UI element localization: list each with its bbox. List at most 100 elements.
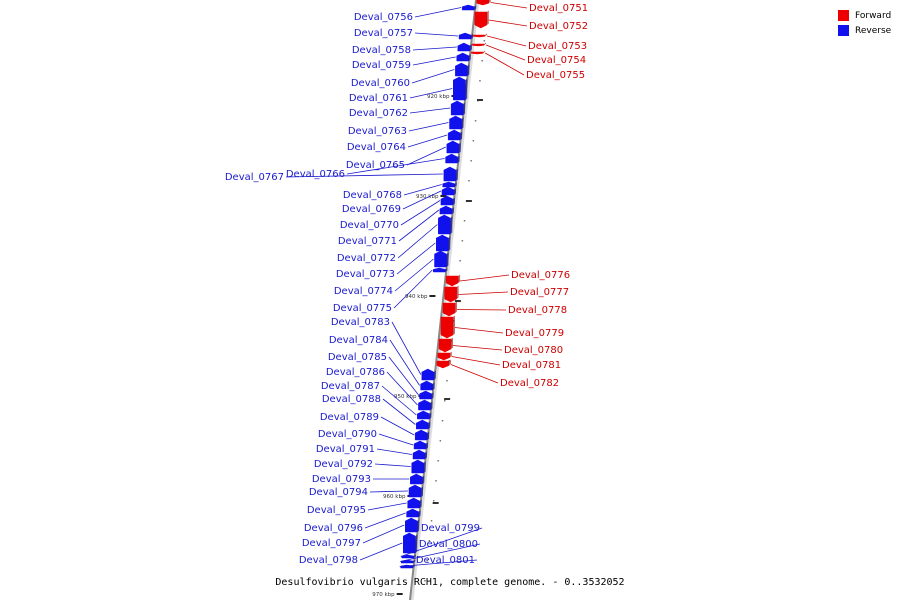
- gene-feature-deval-0798[interactable]: [403, 532, 416, 554]
- gene-label-deval-0798[interactable]: Deval_0798: [299, 555, 358, 566]
- gene-feature-deval-0772[interactable]: [438, 214, 451, 235]
- gene-label-deval-0763[interactable]: Deval_0763: [348, 126, 407, 137]
- gene-feature-deval-0788[interactable]: [416, 419, 429, 430]
- gene-feature-deval-0790[interactable]: [413, 440, 427, 450]
- gene-label-deval-0766[interactable]: Deval_0766: [286, 169, 345, 180]
- gene-feature-deval-0791[interactable]: [412, 449, 426, 460]
- gene-feature-deval-0794[interactable]: [408, 484, 422, 498]
- gene-label-deval-0792[interactable]: Deval_0792: [314, 459, 373, 470]
- gene-label-deval-0774[interactable]: Deval_0774: [334, 286, 393, 297]
- gene-label-deval-0751[interactable]: Deval_0751: [529, 3, 588, 14]
- gene-label-deval-0765[interactable]: Deval_0765: [346, 160, 405, 171]
- gene-label-deval-0779[interactable]: Deval_0779: [505, 328, 564, 339]
- gene-label-deval-0773[interactable]: Deval_0773: [336, 269, 395, 280]
- gene-label-deval-0754[interactable]: Deval_0754: [527, 55, 586, 66]
- gene-label-deval-0776[interactable]: Deval_0776: [511, 270, 570, 281]
- gene-feature-deval-0784[interactable]: [420, 380, 433, 391]
- gene-feature-deval-0761[interactable]: [453, 76, 466, 101]
- gene-label-deval-0753[interactable]: Deval_0753: [528, 41, 587, 52]
- gene-feature-deval-0765[interactable]: [446, 140, 460, 154]
- gene-feature-deval-0795[interactable]: [407, 497, 420, 509]
- gene-feature-deval-0757[interactable]: [458, 32, 472, 40]
- gene-feature-deval-0773[interactable]: [436, 234, 449, 252]
- gene-label-deval-0760[interactable]: Deval_0760: [351, 78, 410, 89]
- gene-feature-deval-0781[interactable]: [437, 352, 451, 361]
- gene-label-deval-0791[interactable]: Deval_0791: [316, 444, 375, 455]
- gene-label-deval-0757[interactable]: Deval_0757: [354, 28, 413, 39]
- gene-label-deval-0790[interactable]: Deval_0790: [318, 429, 377, 440]
- gene-feature-deval-0787[interactable]: [417, 410, 430, 420]
- gene-label-deval-0794[interactable]: Deval_0794: [309, 487, 368, 498]
- gene-label-deval-0782[interactable]: Deval_0782: [500, 378, 559, 389]
- gene-feature-deval-0792[interactable]: [411, 459, 424, 474]
- gene-feature-deval-0751[interactable]: [476, 0, 489, 6]
- gene-feature-deval-0764[interactable]: [447, 129, 461, 141]
- gene-feature-deval-0778[interactable]: [442, 302, 456, 317]
- gene-label-deval-0768[interactable]: Deval_0768: [343, 190, 402, 201]
- gene-feature-deval-0759[interactable]: [456, 52, 469, 62]
- gene-label-deval-0761[interactable]: Deval_0761: [349, 93, 408, 104]
- gene-feature-deval-0776[interactable]: [445, 275, 459, 287]
- gene-label-deval-0783[interactable]: Deval_0783: [331, 317, 390, 328]
- gene-label-deval-0767[interactable]: Deval_0767: [225, 172, 284, 183]
- gene-feature-deval-0767[interactable]: [443, 166, 457, 182]
- gene-label-deval-0801[interactable]: Deval_0801: [416, 555, 475, 566]
- gene-feature-deval-0774[interactable]: [434, 250, 447, 268]
- gene-label-deval-0780[interactable]: Deval_0780: [504, 345, 563, 356]
- gene-label-deval-0759[interactable]: Deval_0759: [352, 60, 411, 71]
- gene-label-deval-0756[interactable]: Deval_0756: [354, 12, 413, 23]
- gene-label-deval-0799[interactable]: Deval_0799: [421, 523, 480, 534]
- gene-label-deval-0762[interactable]: Deval_0762: [349, 108, 408, 119]
- gene-label-deval-0796[interactable]: Deval_0796: [304, 523, 363, 534]
- gene-feature-deval-0780[interactable]: [438, 338, 452, 353]
- gene-feature-deval-0783[interactable]: [421, 368, 435, 381]
- gene-label-deval-0770[interactable]: Deval_0770: [340, 220, 399, 231]
- gene-feature-deval-0760[interactable]: [455, 62, 468, 77]
- gene-label-deval-0789[interactable]: Deval_0789: [320, 412, 379, 423]
- gene-label-deval-0788[interactable]: Deval_0788: [322, 394, 381, 405]
- gene-feature-deval-0762[interactable]: [450, 100, 464, 116]
- gene-label-deval-0786[interactable]: Deval_0786: [326, 367, 385, 378]
- gene-feature-deval-0793[interactable]: [410, 473, 423, 485]
- gene-feature-deval-0763[interactable]: [449, 115, 462, 130]
- gene-feature-deval-0766[interactable]: [445, 153, 458, 164]
- gene-feature-deval-0758[interactable]: [457, 42, 471, 52]
- gene-label-deval-0771[interactable]: Deval_0771: [338, 236, 397, 247]
- gene-label-deval-0787[interactable]: Deval_0787: [321, 381, 380, 392]
- gene-feature-deval-0755[interactable]: [470, 51, 484, 55]
- gene-label-deval-0764[interactable]: Deval_0764: [347, 142, 406, 153]
- gene-feature-deval-0775[interactable]: [433, 267, 446, 273]
- gene-label-deval-0785[interactable]: Deval_0785: [328, 352, 387, 363]
- gene-label-deval-0777[interactable]: Deval_0777: [510, 287, 569, 298]
- gene-feature-deval-0771[interactable]: [439, 205, 453, 215]
- gene-label-deval-0752[interactable]: Deval_0752: [529, 21, 588, 32]
- gene-feature-deval-0797[interactable]: [405, 517, 418, 533]
- gene-label-deval-0775[interactable]: Deval_0775: [333, 303, 392, 314]
- gene-feature-deval-0800[interactable]: [400, 559, 414, 564]
- gene-label-deval-0800[interactable]: Deval_0800: [419, 539, 478, 550]
- gene-feature-deval-0796[interactable]: [406, 508, 419, 518]
- gene-feature-deval-0789[interactable]: [414, 429, 428, 441]
- gene-label-deval-0781[interactable]: Deval_0781: [502, 360, 561, 371]
- gene-feature-deval-0777[interactable]: [444, 286, 457, 303]
- gene-label-deval-0795[interactable]: Deval_0795: [307, 505, 366, 516]
- gene-feature-deval-0754[interactable]: [471, 43, 485, 47]
- gene-feature-deval-0768[interactable]: [442, 181, 455, 188]
- gene-label-deval-0758[interactable]: Deval_0758: [352, 45, 411, 56]
- gene-feature-deval-0753[interactable]: [472, 34, 486, 38]
- gene-feature-deval-0752[interactable]: [474, 11, 488, 29]
- gene-label-deval-0793[interactable]: Deval_0793: [312, 474, 371, 485]
- gene-label-deval-0769[interactable]: Deval_0769: [342, 204, 401, 215]
- gene-label-deval-0797[interactable]: Deval_0797: [302, 538, 361, 549]
- gene-label-deval-0772[interactable]: Deval_0772: [337, 253, 396, 264]
- gene-label-deval-0755[interactable]: Deval_0755: [526, 70, 585, 81]
- gene-feature-deval-0770[interactable]: [440, 195, 454, 206]
- gene-feature-deval-0782[interactable]: [436, 360, 450, 369]
- gene-label-deval-0778[interactable]: Deval_0778: [508, 305, 567, 316]
- gene-feature-deval-0785[interactable]: [419, 390, 432, 400]
- gene-feature-deval-0779[interactable]: [440, 316, 454, 339]
- gene-feature-deval-0756[interactable]: [461, 4, 475, 11]
- gene-feature-deval-0769[interactable]: [441, 186, 455, 196]
- gene-feature-deval-0786[interactable]: [418, 399, 431, 411]
- gene-label-deval-0784[interactable]: Deval_0784: [329, 335, 388, 346]
